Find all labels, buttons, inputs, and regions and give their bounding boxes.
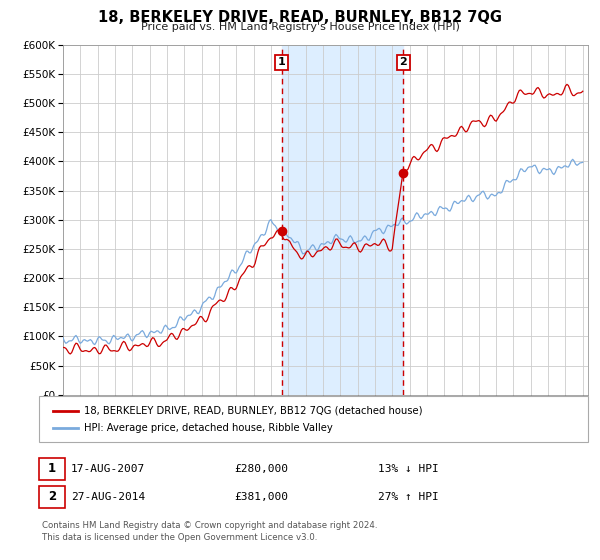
- Text: 27% ↑ HPI: 27% ↑ HPI: [378, 492, 439, 502]
- Text: £381,000: £381,000: [234, 492, 288, 502]
- Text: 2: 2: [400, 57, 407, 67]
- Text: 2: 2: [48, 490, 56, 503]
- Text: 18, BERKELEY DRIVE, READ, BURNLEY, BB12 7QG (detached house): 18, BERKELEY DRIVE, READ, BURNLEY, BB12 …: [84, 405, 422, 416]
- Text: 1: 1: [278, 57, 286, 67]
- Text: 13% ↓ HPI: 13% ↓ HPI: [378, 464, 439, 474]
- Text: 27-AUG-2014: 27-AUG-2014: [71, 492, 145, 502]
- Text: £280,000: £280,000: [234, 464, 288, 474]
- Text: This data is licensed under the Open Government Licence v3.0.: This data is licensed under the Open Gov…: [42, 533, 317, 542]
- Text: Price paid vs. HM Land Registry's House Price Index (HPI): Price paid vs. HM Land Registry's House …: [140, 22, 460, 32]
- Text: HPI: Average price, detached house, Ribble Valley: HPI: Average price, detached house, Ribb…: [84, 423, 333, 433]
- Text: 1: 1: [48, 462, 56, 475]
- Text: 18, BERKELEY DRIVE, READ, BURNLEY, BB12 7QG: 18, BERKELEY DRIVE, READ, BURNLEY, BB12 …: [98, 10, 502, 25]
- Text: 17-AUG-2007: 17-AUG-2007: [71, 464, 145, 474]
- Bar: [282, 45, 403, 395]
- Text: Contains HM Land Registry data © Crown copyright and database right 2024.: Contains HM Land Registry data © Crown c…: [42, 521, 377, 530]
